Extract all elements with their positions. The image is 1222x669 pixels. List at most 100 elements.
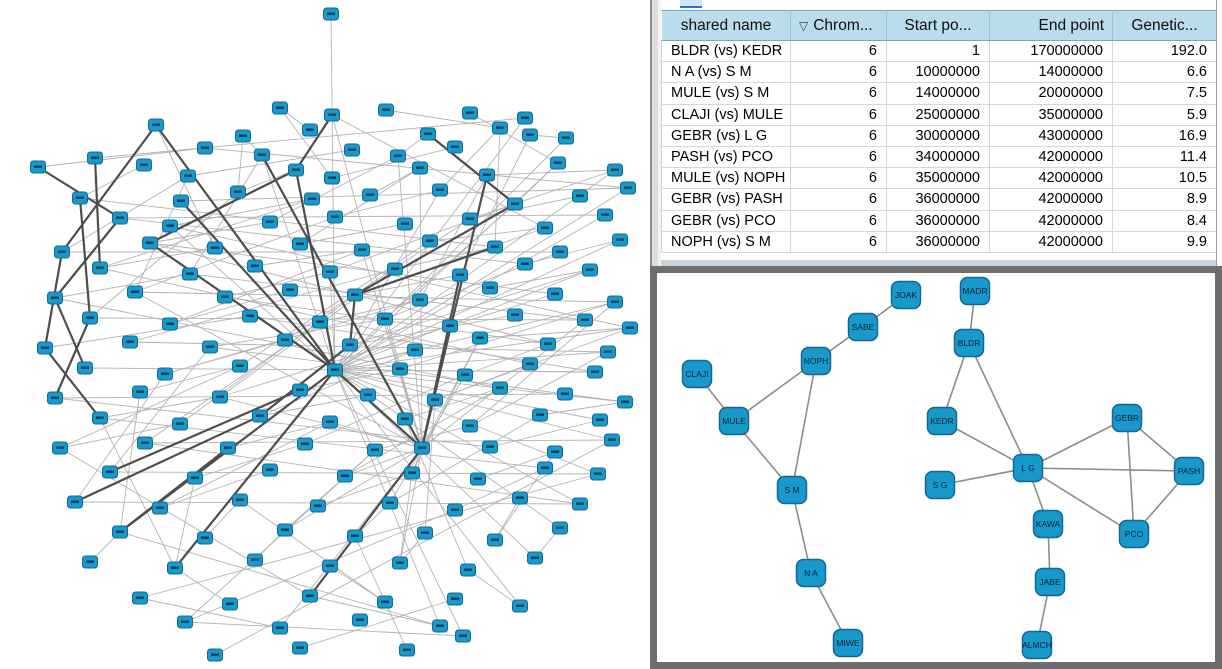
network-node[interactable] (412, 161, 428, 175)
network-node[interactable] (344, 143, 360, 157)
network-node[interactable] (452, 268, 468, 282)
network-node[interactable] (235, 129, 251, 143)
subnetwork-edge[interactable] (1027, 417, 1128, 469)
table-cell[interactable]: 6 (790, 230, 887, 253)
table-cell[interactable]: 7.5 (1112, 82, 1217, 105)
network-node[interactable] (148, 118, 164, 132)
network-node[interactable] (47, 391, 63, 405)
network-node[interactable] (37, 341, 53, 355)
network-node[interactable] (54, 245, 70, 259)
network-node[interactable] (397, 412, 413, 426)
network-node[interactable] (324, 108, 340, 122)
network-node[interactable] (232, 493, 248, 507)
network-node[interactable] (122, 335, 138, 349)
network-node[interactable] (572, 497, 588, 511)
network-node[interactable] (277, 523, 293, 537)
network-node[interactable] (162, 219, 178, 233)
subnetwork-node-s-m[interactable]: S M (776, 475, 808, 505)
network-node[interactable] (512, 491, 528, 505)
network-node[interactable] (327, 210, 343, 224)
table-cell[interactable]: 42000000 (989, 230, 1113, 253)
network-node[interactable] (337, 469, 353, 483)
network-node[interactable] (487, 533, 503, 547)
network-node[interactable] (323, 7, 339, 21)
network-node[interactable] (422, 234, 438, 248)
network-node[interactable] (404, 466, 420, 480)
network-node[interactable] (232, 359, 248, 373)
network-node[interactable] (507, 197, 523, 211)
table-cell[interactable]: MULE (vs) S M (661, 82, 791, 105)
network-node[interactable] (292, 383, 308, 397)
table-cell[interactable]: GEBR (vs) PCO (661, 209, 791, 232)
network-node[interactable] (220, 441, 236, 455)
network-node[interactable] (304, 192, 320, 206)
network-node[interactable] (292, 641, 308, 655)
network-node[interactable] (600, 345, 616, 359)
table-cell[interactable]: 11.4 (1112, 145, 1217, 169)
table-cell[interactable]: NOPH (vs) S M (661, 230, 791, 253)
column-header-chrom[interactable]: ▽ Chrom... (790, 10, 887, 41)
network-node[interactable] (577, 313, 593, 327)
main-network-view[interactable] (0, 0, 652, 669)
network-node[interactable] (87, 151, 103, 165)
network-node[interactable] (52, 441, 68, 455)
network-node[interactable] (522, 357, 538, 371)
network-node[interactable] (362, 188, 378, 202)
network-node[interactable] (620, 181, 636, 195)
network-node[interactable] (517, 111, 533, 125)
panel-tab[interactable] (680, 0, 702, 8)
network-node[interactable] (310, 499, 326, 513)
network-node[interactable] (302, 123, 318, 137)
network-node[interactable] (72, 191, 88, 205)
network-node[interactable] (312, 315, 328, 329)
network-node[interactable] (462, 106, 478, 120)
network-node[interactable] (387, 262, 403, 276)
subnetwork-edge[interactable] (791, 360, 817, 491)
network-node[interactable] (412, 293, 428, 307)
table-cell[interactable]: 170000000 (989, 39, 1113, 63)
network-node[interactable] (297, 437, 313, 451)
table-cell[interactable]: 42000000 (989, 209, 1113, 232)
network-node[interactable] (552, 245, 568, 259)
network-node[interactable] (47, 291, 63, 305)
network-node[interactable] (324, 171, 340, 185)
table-row[interactable]: CLAJI (vs) MULE 6 25000000 35000000 5.9 (661, 103, 1217, 126)
network-node[interactable] (360, 388, 376, 402)
table-cell[interactable]: 42000000 (989, 188, 1113, 211)
table-cell[interactable]: N A (vs) S M (661, 61, 791, 84)
network-node[interactable] (399, 643, 415, 657)
network-node[interactable] (604, 433, 620, 447)
network-node[interactable] (597, 208, 613, 222)
network-node[interactable] (377, 312, 393, 326)
network-node[interactable] (455, 629, 471, 643)
network-node[interactable] (207, 648, 223, 662)
table-cell[interactable]: PASH (vs) PCO (661, 145, 791, 169)
table-row[interactable]: N A (vs) S M 6 10000000 14000000 6.6 (661, 61, 1217, 84)
network-node[interactable] (230, 185, 246, 199)
network-node[interactable] (487, 240, 503, 254)
network-node[interactable] (292, 237, 308, 251)
network-node[interactable] (482, 440, 498, 454)
network-node[interactable] (67, 495, 83, 509)
table-row[interactable]: GEBR (vs) PASH 6 36000000 42000000 8.9 (661, 188, 1217, 211)
table-cell[interactable]: 14000000 (886, 82, 990, 105)
sort-filter-icon[interactable]: ▽ (799, 18, 809, 33)
network-node[interactable] (479, 168, 495, 182)
network-node[interactable] (352, 613, 368, 627)
network-node[interactable] (607, 163, 623, 177)
network-node[interactable] (547, 287, 563, 301)
subnetwork-node-noph[interactable]: NOPH (800, 346, 832, 376)
table-cell[interactable]: 6 (790, 167, 887, 190)
table-cell[interactable]: 6 (790, 82, 887, 105)
network-node[interactable] (382, 496, 398, 510)
network-node[interactable] (92, 261, 108, 275)
table-row[interactable]: MULE (vs) S M 6 14000000 20000000 7.5 (661, 82, 1217, 105)
network-node[interactable] (427, 393, 443, 407)
network-node[interactable] (252, 409, 268, 423)
subnetwork-node-miwe[interactable]: MIWE (832, 628, 864, 658)
network-node[interactable] (392, 556, 408, 570)
network-node[interactable] (112, 211, 128, 225)
network-node[interactable] (447, 503, 463, 517)
subnetwork-node-madr[interactable]: MADR (959, 276, 991, 306)
network-node[interactable] (172, 417, 188, 431)
